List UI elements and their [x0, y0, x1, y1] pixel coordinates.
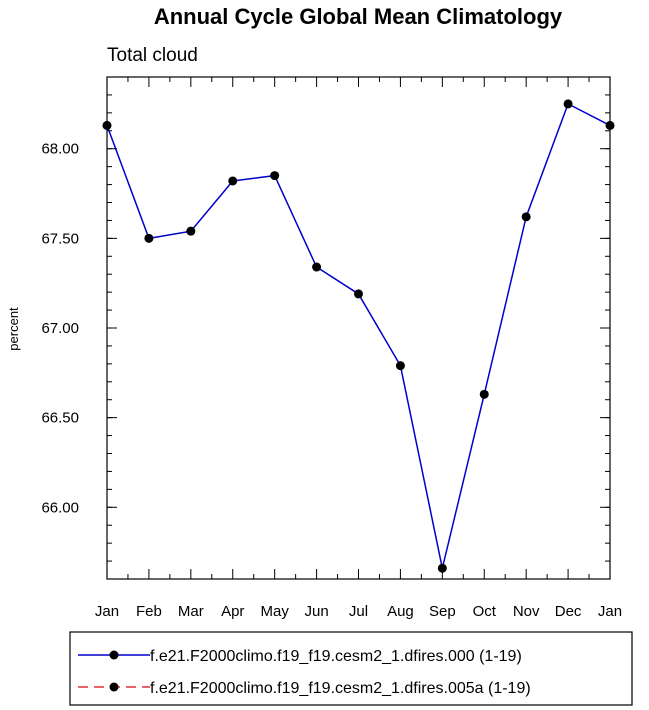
- x-tick-label: Jun: [304, 603, 328, 620]
- y-tick-label: 66.50: [41, 410, 79, 427]
- plot-frame: [106, 76, 611, 580]
- data-point: [144, 233, 154, 243]
- x-tick-label: Jan: [598, 603, 622, 620]
- data-point: [186, 226, 196, 236]
- x-tick-label: Mar: [178, 603, 204, 620]
- series-line: [106, 102, 611, 569]
- legend-frame: [69, 631, 633, 706]
- x-tick-label: Sep: [429, 603, 456, 620]
- data-point: [521, 212, 531, 222]
- series-layer: [102, 99, 615, 573]
- data-point: [395, 361, 405, 371]
- x-tick-label: Jul: [349, 603, 368, 620]
- data-point: [437, 563, 447, 573]
- chart-subtitle: Total cloud: [107, 45, 198, 66]
- x-tick-label: Dec: [555, 603, 582, 620]
- legend-label: f.e21.F2000climo.f19_f19.cesm2_1.dfires.…: [150, 680, 531, 697]
- data-point: [270, 171, 280, 181]
- x-tick-label: Nov: [513, 603, 540, 620]
- x-tick-label: Oct: [473, 603, 497, 620]
- y-tick-labels: 66.00 66.50 67.00 67.50 68.00: [41, 141, 79, 517]
- axis-ticks: [106, 76, 611, 580]
- legend-label: f.e21.F2000climo.f19_f19.cesm2_1.dfires.…: [150, 648, 522, 665]
- y-tick-label: 66.00: [41, 499, 79, 516]
- data-point: [228, 176, 238, 186]
- legend: f.e21.F2000climo.f19_f19.cesm2_1.dfires.…: [69, 631, 633, 706]
- x-tick-label: Jan: [95, 603, 119, 620]
- y-axis-label: percent: [6, 307, 21, 351]
- x-tick-label: Apr: [221, 603, 244, 620]
- legend-marker: [109, 650, 119, 660]
- data-point: [479, 389, 489, 399]
- y-tick-label: 67.50: [41, 230, 79, 247]
- x-tick-label: Aug: [387, 603, 414, 620]
- x-tick-labels: Jan Feb Mar Apr May Jun Jul Aug Sep Oct Nov Dec Jan: [95, 603, 622, 620]
- chart-title: Annual Cycle Global Mean Climatology: [154, 4, 563, 29]
- data-point: [563, 99, 573, 109]
- y-tick-label: 67.00: [41, 320, 79, 337]
- y-tick-label: 68.00: [41, 141, 79, 158]
- data-point: [354, 289, 363, 299]
- data-point: [312, 262, 322, 272]
- legend-marker: [109, 682, 119, 692]
- x-tick-label: May: [260, 603, 289, 620]
- x-tick-label: Feb: [136, 603, 162, 620]
